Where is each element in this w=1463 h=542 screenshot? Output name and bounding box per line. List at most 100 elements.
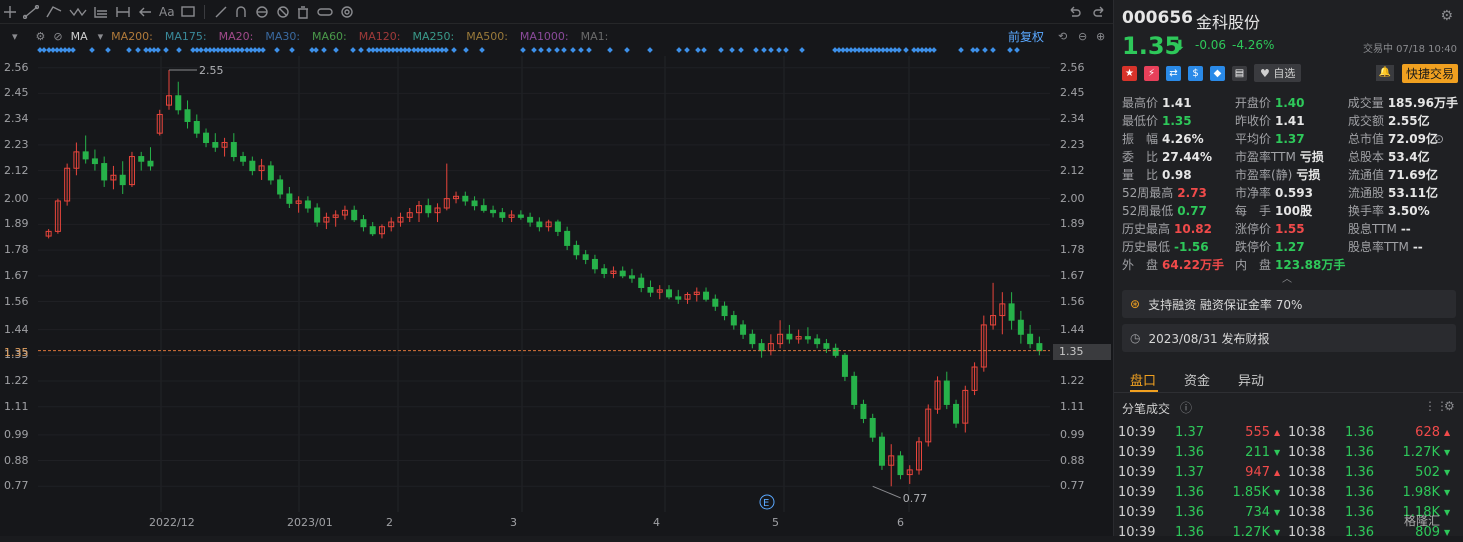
event-dot[interactable] xyxy=(738,47,744,53)
event-dot[interactable] xyxy=(958,47,964,53)
watch-button[interactable]: ♥ 自选 xyxy=(1254,64,1302,82)
tag-icon[interactable]: ◆ xyxy=(1210,65,1225,81)
eye-icon[interactable] xyxy=(254,1,270,23)
ma-item-4[interactable]: MA60: xyxy=(312,29,347,43)
ma-dropdown-icon[interactable]: ▾ xyxy=(97,29,104,43)
event-dot[interactable] xyxy=(105,47,111,53)
ma-item-8[interactable]: MA1000: xyxy=(519,29,569,43)
ma-item-0[interactable]: MA200: xyxy=(111,29,153,43)
ma-item-9[interactable]: MA1: xyxy=(580,29,609,43)
event-dot[interactable] xyxy=(350,47,356,53)
tab-movement[interactable]: 异动 xyxy=(1238,374,1265,389)
redo-icon[interactable] xyxy=(1093,1,1107,23)
lightning-icon[interactable]: ⚡ xyxy=(1144,65,1159,81)
ma-label[interactable]: MA xyxy=(70,29,88,43)
event-dot[interactable] xyxy=(538,47,544,53)
event-dot[interactable] xyxy=(1014,47,1020,53)
event-dot[interactable] xyxy=(990,47,996,53)
zoom-in-icon[interactable]: ⊕ xyxy=(1096,29,1106,43)
line-icon[interactable] xyxy=(23,1,39,23)
info-icon[interactable]: ⓘ xyxy=(1180,401,1193,415)
event-dot[interactable] xyxy=(896,47,902,53)
event-dot[interactable] xyxy=(607,47,613,53)
event-dot[interactable] xyxy=(624,47,630,53)
ma-item-3[interactable]: MA30: xyxy=(265,29,301,43)
ma-item-7[interactable]: MA500: xyxy=(466,29,508,43)
more-icon[interactable]: ⊙ xyxy=(1434,132,1445,146)
event-dot[interactable] xyxy=(684,47,690,53)
event-dot[interactable] xyxy=(768,47,774,53)
event-dot[interactable] xyxy=(176,47,182,53)
candlestick-chart[interactable]: 2.55 0.77 E xyxy=(38,56,1050,512)
event-dot[interactable] xyxy=(89,47,95,53)
event-dot[interactable] xyxy=(333,47,339,53)
event-dot[interactable] xyxy=(718,47,724,53)
ma-item-1[interactable]: MA175: xyxy=(164,29,207,43)
event-dot[interactable] xyxy=(274,47,280,53)
quick-trade-button[interactable]: 快捷交易 xyxy=(1402,64,1459,83)
magnet-icon[interactable] xyxy=(234,1,248,23)
event-dot[interactable] xyxy=(135,47,141,53)
event-dot[interactable] xyxy=(126,47,132,53)
bell-icon[interactable]: 🔔 xyxy=(1376,65,1394,81)
dollar-icon[interactable]: $ xyxy=(1188,65,1203,81)
event-dot[interactable] xyxy=(531,47,537,53)
pencil-icon[interactable] xyxy=(214,1,228,23)
link-icon[interactable] xyxy=(316,1,334,23)
event-dot[interactable] xyxy=(676,47,682,53)
event-dot[interactable] xyxy=(443,47,449,53)
wave-icon[interactable] xyxy=(69,1,87,23)
collapse-icon[interactable]: ▾ xyxy=(12,29,18,43)
hide-icon[interactable] xyxy=(276,1,290,23)
event-dot[interactable] xyxy=(358,47,364,53)
crosshair-icon[interactable] xyxy=(3,1,17,23)
event-dot[interactable] xyxy=(570,47,576,53)
report-info[interactable]: ◷ 2023/08/31 发布财报 xyxy=(1122,324,1456,352)
adjust-button[interactable]: 前复权 xyxy=(1008,29,1045,44)
event-dot[interactable] xyxy=(463,47,469,53)
event-dot[interactable] xyxy=(70,47,76,53)
event-dot[interactable] xyxy=(776,47,782,53)
trash-icon[interactable] xyxy=(296,1,310,23)
event-dot[interactable] xyxy=(289,47,295,53)
event-dot[interactable] xyxy=(561,47,567,53)
event-dot[interactable] xyxy=(729,47,735,53)
event-dot[interactable] xyxy=(321,47,327,53)
event-dot[interactable] xyxy=(647,47,653,53)
event-dot[interactable] xyxy=(260,47,266,53)
ma-settings-icon[interactable]: ⚙ xyxy=(35,29,46,43)
event-dot[interactable] xyxy=(155,47,161,53)
event-dot[interactable] xyxy=(799,47,805,53)
event-dot[interactable] xyxy=(982,47,988,53)
settings-icon[interactable]: ⚙ xyxy=(1444,399,1455,413)
channel-icon[interactable] xyxy=(45,1,63,23)
grid-icon[interactable]: ⋮⋮ xyxy=(1424,399,1448,413)
tab-funds[interactable]: 资金 xyxy=(1184,374,1211,389)
settings-icon[interactable] xyxy=(340,1,354,23)
event-dot[interactable] xyxy=(586,47,592,53)
margin-info[interactable]: ⊛ 支持融资 融资保证金率 70% xyxy=(1122,290,1456,318)
undo-arrow-icon[interactable] xyxy=(137,1,153,23)
ma-hide-icon[interactable]: ⊘ xyxy=(53,29,63,43)
reset-icon[interactable]: ⟲ xyxy=(1058,29,1068,43)
event-dot[interactable] xyxy=(783,47,789,53)
event-dot[interactable] xyxy=(1007,47,1013,53)
event-dot[interactable] xyxy=(903,47,909,53)
event-dot[interactable] xyxy=(974,47,980,53)
event-dot[interactable] xyxy=(753,47,759,53)
event-dot[interactable] xyxy=(701,47,707,53)
event-dot[interactable] xyxy=(695,47,701,53)
zoom-out-icon[interactable]: ⊖ xyxy=(1078,29,1088,43)
text-icon[interactable]: Aa xyxy=(159,4,175,19)
ma-item-2[interactable]: MA20: xyxy=(218,29,254,43)
fib-icon[interactable] xyxy=(93,1,109,23)
event-dot[interactable] xyxy=(931,47,937,53)
event-dot[interactable] xyxy=(163,47,169,53)
ma-item-5[interactable]: MA120: xyxy=(358,29,401,43)
undo-icon[interactable] xyxy=(1067,1,1081,23)
ma-item-6[interactable]: MA250: xyxy=(412,29,455,43)
shuffle-icon[interactable]: ⇄ xyxy=(1166,65,1181,81)
expand-icon[interactable]: ︿ xyxy=(1282,274,1292,285)
event-dot[interactable] xyxy=(761,47,767,53)
event-dot[interactable] xyxy=(520,47,526,53)
